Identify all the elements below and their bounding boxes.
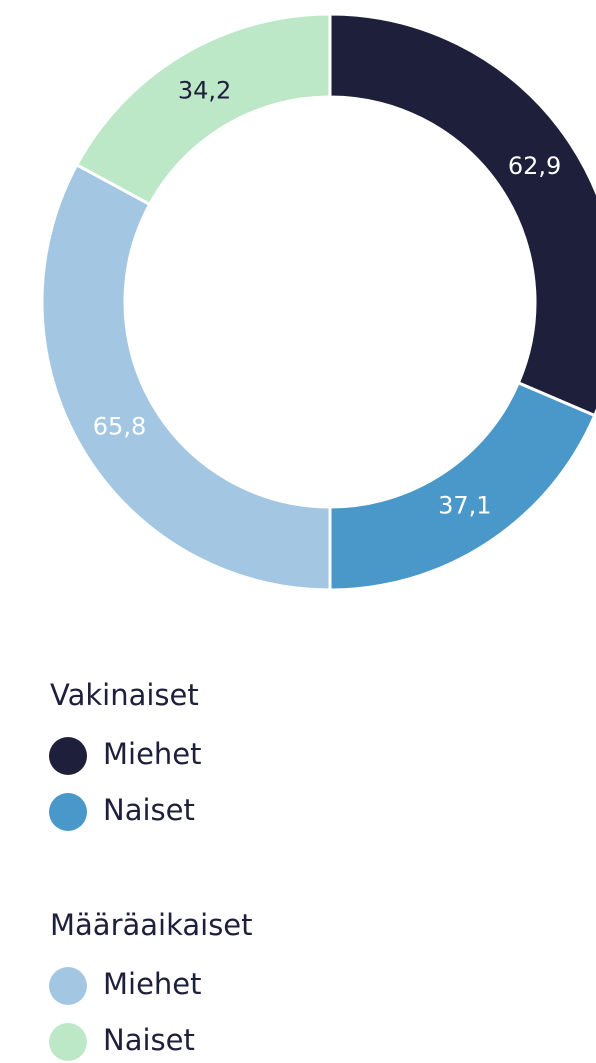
data-label: 34,2 [178, 77, 231, 105]
legend-label: Naiset [103, 793, 195, 827]
legend-title: Vakinaiset [50, 678, 199, 712]
legend-swatch [49, 737, 87, 775]
legend-swatch [49, 793, 87, 831]
data-label: 37,1 [438, 492, 491, 520]
legend-swatch [49, 1023, 87, 1061]
donut-segment [328, 380, 596, 592]
donut-segment [40, 162, 332, 592]
data-label: 62,9 [508, 152, 561, 180]
legend-label: Miehet [103, 967, 202, 1001]
donut-segment [328, 12, 596, 418]
legend-label: Naiset [103, 1023, 195, 1057]
data-label: 65,8 [93, 412, 146, 440]
legend-swatch [49, 967, 87, 1005]
donut-segment [74, 12, 332, 207]
legend-title: Määräaikaiset [50, 908, 253, 942]
legend-label: Miehet [103, 737, 202, 771]
